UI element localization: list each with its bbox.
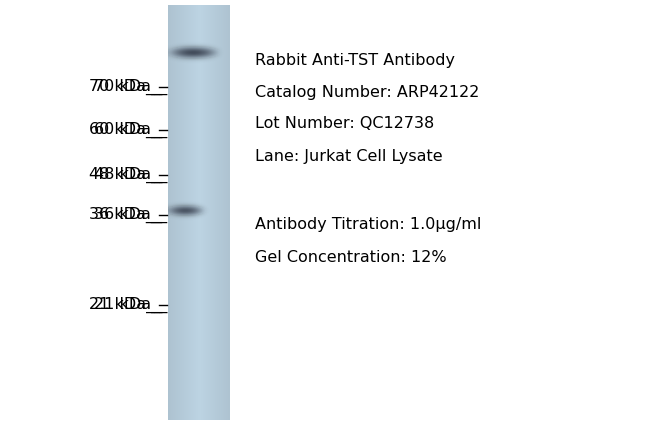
Text: Antibody Titration: 1.0µg/ml: Antibody Titration: 1.0µg/ml	[255, 217, 482, 232]
Text: 36 kDa__: 36 kDa__	[94, 207, 167, 223]
Text: 21 kDa__: 21 kDa__	[94, 297, 167, 313]
Text: 70 kDa__: 70 kDa__	[89, 79, 162, 95]
Text: Rabbit Anti-TST Antibody: Rabbit Anti-TST Antibody	[255, 53, 455, 67]
Text: 36 kDa__: 36 kDa__	[89, 207, 162, 223]
Text: Catalog Number: ARP42122: Catalog Number: ARP42122	[255, 85, 480, 99]
Text: 21 kDa__: 21 kDa__	[88, 297, 162, 313]
Text: Lot Number: QC12738: Lot Number: QC12738	[255, 117, 434, 131]
Text: Gel Concentration: 12%: Gel Concentration: 12%	[255, 250, 447, 264]
Text: 60 kDa__: 60 kDa__	[89, 122, 162, 138]
Text: 48 kDa__: 48 kDa__	[94, 167, 167, 183]
Text: Lane: Jurkat Cell Lysate: Lane: Jurkat Cell Lysate	[255, 149, 443, 163]
Text: 48 kDa__: 48 kDa__	[88, 167, 162, 183]
Text: 70 kDa__: 70 kDa__	[94, 79, 167, 95]
Text: 60 kDa__: 60 kDa__	[94, 122, 167, 138]
